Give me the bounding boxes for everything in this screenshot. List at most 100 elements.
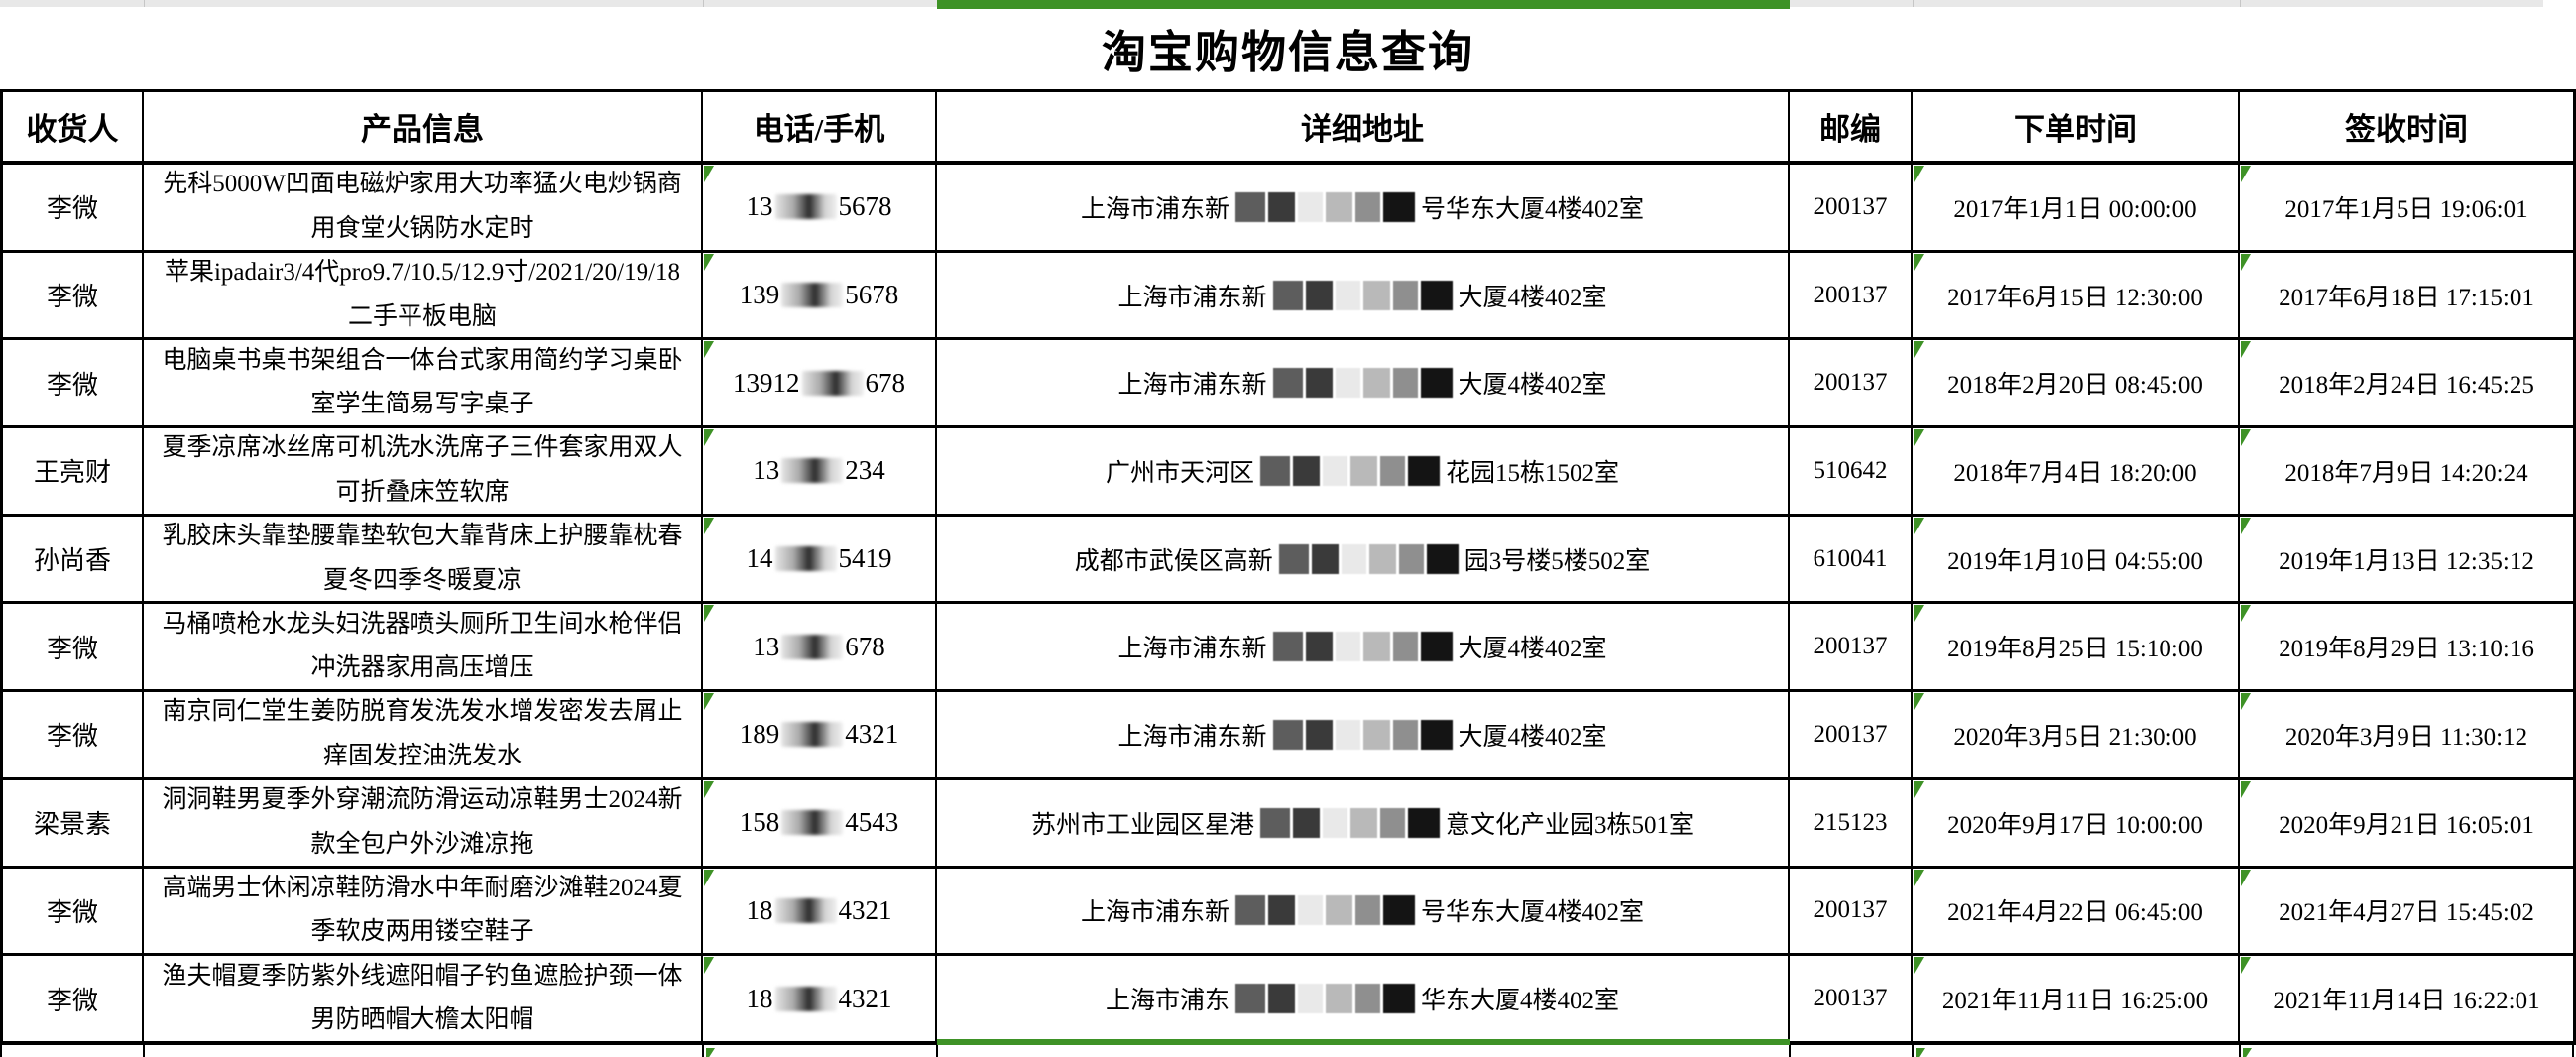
cell-sign-time[interactable]: 2017年1月5日 19:06:01	[2240, 165, 2573, 253]
cell-product[interactable]: 先科5000W凹面电磁炉家用大功率猛火电炒锅商用食堂火锅防水定时	[144, 165, 703, 253]
cell-zip[interactable]: 200137	[1790, 604, 1913, 693]
header-cell-zip[interactable]: 邮编	[1790, 92, 1913, 165]
cell-recipient[interactable]: 李微	[3, 956, 144, 1044]
grid-line	[2572, 1045, 2574, 1057]
cell-address[interactable]: 成都市武侯区高新 园3号楼5楼502室	[937, 516, 1790, 605]
cell-order-time[interactable]: 2020年9月17日 10:00:00	[1913, 779, 2240, 869]
cell-sign-time[interactable]: 2017年6月18日 17:15:01	[2240, 252, 2573, 341]
phone-redaction-block	[774, 897, 837, 923]
cell-zip[interactable]: 510642	[1790, 428, 1913, 517]
header-cell-address[interactable]: 详细地址	[937, 92, 1790, 165]
cell-address[interactable]: 上海市浦东新 号华东大厦4楼402室	[937, 868, 1790, 957]
cell-address[interactable]: 苏州市工业园区星港 意文化产业园3栋501室	[937, 779, 1790, 869]
cell-product[interactable]: 高端男士休闲凉鞋防滑水中年耐磨沙滩鞋2024夏季软皮两用镂空鞋子	[144, 868, 703, 957]
header-cell-phone[interactable]: 电话/手机	[703, 92, 937, 165]
cell-address[interactable]: 上海市浦东新 号华东大厦4楼402室	[937, 165, 1790, 253]
cell-order-time[interactable]: 2019年1月10日 04:55:00	[1913, 516, 2240, 605]
cell-phone[interactable]: 189 4321	[703, 692, 937, 780]
cell-order-time[interactable]: 2021年11月11日 16:25:00	[1913, 956, 2240, 1044]
phone-value: 13 234	[753, 455, 885, 486]
cell-order-time[interactable]: 2017年6月15日 12:30:00	[1913, 252, 2240, 341]
phone-suffix: 5419	[838, 543, 892, 574]
header-cell-order-time[interactable]: 下单时间	[1913, 92, 2240, 165]
product-text: 渔夫帽夏季防紫外线遮阳帽子钓鱼遮脸护颈一体男防晒帽大檐太阳帽	[162, 962, 683, 1034]
cell-zip[interactable]: 200137	[1790, 252, 1913, 341]
cell-phone[interactable]: 18 4321	[703, 868, 937, 957]
cell-address[interactable]: 上海市浦东新 大厦4楼402室	[937, 340, 1790, 429]
cell-address[interactable]: 广州市天河区 花园15栋1502室	[937, 428, 1790, 517]
phone-prefix: 18	[746, 983, 773, 1013]
cell-phone[interactable]: 13 234	[703, 428, 937, 517]
cell-product[interactable]: 电脑桌书桌书架组合一体台式家用简约学习桌卧室学生简易写字桌子	[144, 340, 703, 429]
cell-recipient[interactable]: 李微	[3, 165, 144, 253]
cell-phone[interactable]: 13 5678	[703, 165, 937, 253]
cell-order-time[interactable]: 2018年2月20日 08:45:00	[1913, 340, 2240, 429]
address-prefix: 上海市浦东新	[1117, 723, 1267, 751]
cell-recipient[interactable]: 李微	[3, 604, 144, 693]
address-value: 上海市浦东新 大厦4楼402室	[1117, 365, 1607, 401]
green-corner-marker-icon	[1914, 429, 1924, 447]
cell-sign-time[interactable]: 2019年1月13日 12:35:12	[2240, 516, 2573, 605]
cell-address[interactable]: 上海市浦东新 大厦4楼402室	[937, 604, 1790, 693]
cell-phone[interactable]: 18 4321	[703, 956, 937, 1044]
cell-sign-time[interactable]: 2018年2月24日 16:45:25	[2240, 340, 2573, 429]
cell-phone[interactable]: 13 678	[703, 604, 937, 693]
recipient-name: 李微	[46, 722, 98, 752]
cell-zip[interactable]: 200137	[1790, 956, 1913, 1044]
cell-recipient[interactable]: 李微	[3, 252, 144, 341]
cell-phone[interactable]: 13912 678	[703, 340, 937, 429]
header-cell-product[interactable]: 产品信息	[144, 92, 703, 165]
product-text: 高端男士休闲凉鞋防滑水中年耐磨沙滩鞋2024夏季软皮两用镂空鞋子	[162, 874, 683, 946]
cell-recipient[interactable]: 梁景素	[3, 779, 144, 869]
page-title[interactable]: 淘宝购物信息查询	[1101, 28, 1474, 77]
cell-order-time[interactable]: 2018年7月4日 18:20:00	[1913, 428, 2240, 517]
cell-sign-time[interactable]: 2019年8月29日 13:10:16	[2240, 604, 2573, 693]
cell-order-time[interactable]: 2019年8月25日 15:10:00	[1913, 604, 2240, 693]
cell-recipient[interactable]: 李微	[3, 340, 144, 429]
cell-zip[interactable]: 200137	[1790, 165, 1913, 253]
green-corner-marker-icon	[1914, 693, 1924, 711]
cell-sign-time[interactable]: 2018年7月9日 14:20:24	[2240, 428, 2573, 517]
cell-product[interactable]: 南京同仁堂生姜防脱育发洗发水增发密发去屑止痒固发控油洗发水	[144, 692, 703, 780]
cell-phone[interactable]: 158 4543	[703, 779, 937, 869]
zip-value: 200137	[1813, 281, 1888, 308]
phone-suffix: 678	[865, 367, 906, 398]
cell-zip[interactable]: 200137	[1790, 692, 1913, 780]
cell-address[interactable]: 上海市浦东 华东大厦4楼402室	[937, 956, 1790, 1044]
cell-product[interactable]: 夏季凉席冰丝席可机洗水洗席子三件套家用双人可折叠床笠软席	[144, 428, 703, 517]
cell-order-time[interactable]: 2021年4月22日 06:45:00	[1913, 868, 2240, 957]
cell-recipient[interactable]: 孙尚香	[3, 516, 144, 605]
order-time-value: 2017年1月1日 00:00:00	[1953, 195, 2197, 223]
cell-zip[interactable]: 200137	[1790, 868, 1913, 957]
cell-product[interactable]: 马桶喷枪水龙头妇洗器喷头厕所卫生间水枪伴侣冲洗器家用高压增压	[144, 604, 703, 693]
cell-address[interactable]: 上海市浦东新 大厦4楼402室	[937, 692, 1790, 780]
sign-time-value: 2020年3月9日 11:30:12	[2284, 723, 2528, 751]
cell-phone[interactable]: 139 5678	[703, 252, 937, 341]
address-redaction-blocks	[1260, 807, 1440, 838]
zip-value: 510642	[1813, 456, 1888, 484]
cell-order-time[interactable]: 2017年1月1日 00:00:00	[1913, 165, 2240, 253]
cell-product[interactable]: 洞洞鞋男夏季外穿潮流防滑运动凉鞋男士2024新款全包户外沙滩凉拖	[144, 779, 703, 869]
cell-product[interactable]: 苹果ipadair3/4代pro9.7/10.5/12.9寸/2021/20/1…	[144, 252, 703, 341]
header-cell-sign-time[interactable]: 签收时间	[2240, 92, 2573, 165]
cell-sign-time[interactable]: 2021年11月14日 16:22:01	[2240, 956, 2573, 1044]
cell-sign-time[interactable]: 2020年9月21日 16:05:01	[2240, 779, 2573, 869]
cell-product[interactable]: 乳胶床头靠垫腰靠垫软包大靠背床上护腰靠枕春夏冬四季冬暖夏凉	[144, 516, 703, 605]
cell-recipient[interactable]: 李微	[3, 692, 144, 780]
cell-sign-time[interactable]: 2021年4月27日 15:45:02	[2240, 868, 2573, 957]
header-cell-recipient[interactable]: 收货人	[3, 92, 144, 165]
cell-zip[interactable]: 200137	[1790, 340, 1913, 429]
cell-zip[interactable]: 215123	[1790, 779, 1913, 869]
cell-zip[interactable]: 610041	[1790, 516, 1913, 605]
phone-value: 14 5419	[747, 543, 892, 574]
cell-recipient[interactable]: 李微	[3, 868, 144, 957]
phone-value: 18 4321	[747, 984, 892, 1014]
cell-order-time[interactable]: 2020年3月5日 21:30:00	[1913, 692, 2240, 780]
cell-address[interactable]: 上海市浦东新 大厦4楼402室	[937, 252, 1790, 341]
cell-recipient[interactable]: 王亮财	[3, 428, 144, 517]
cell-phone[interactable]: 14 5419	[703, 516, 937, 605]
green-corner-marker-icon	[2241, 957, 2251, 975]
cell-product[interactable]: 渔夫帽夏季防紫外线遮阳帽子钓鱼遮脸护颈一体男防晒帽大檐太阳帽	[144, 956, 703, 1044]
address-suffix: 大厦4楼402室	[1458, 636, 1607, 663]
cell-sign-time[interactable]: 2020年3月9日 11:30:12	[2240, 692, 2573, 780]
